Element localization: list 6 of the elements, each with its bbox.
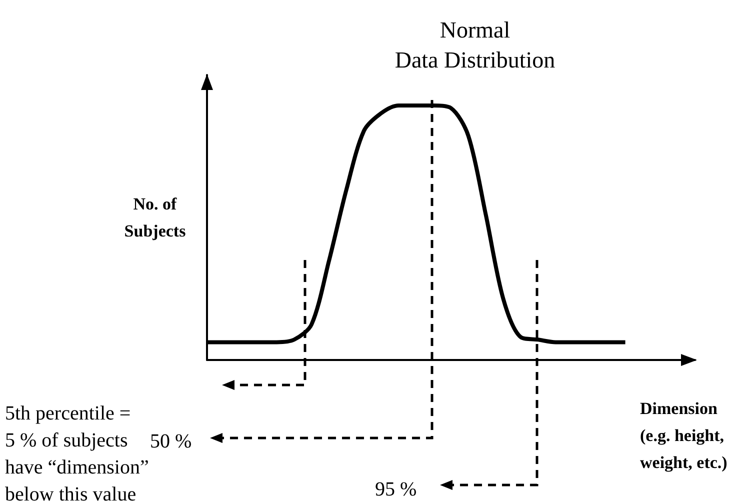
text: 95 % — [375, 478, 417, 500]
text: 5th percentile = 5 % of subjects have “dimension” below this value — [5, 402, 149, 504]
y-axis-title: No. of Subjects — [124, 194, 186, 240]
text: 50 % — [150, 430, 192, 452]
chart-title: Normal Data Distribution — [394, 18, 556, 72]
x-axis-title: Dimension (e.g. height, weight, etc.) — [640, 399, 728, 472]
